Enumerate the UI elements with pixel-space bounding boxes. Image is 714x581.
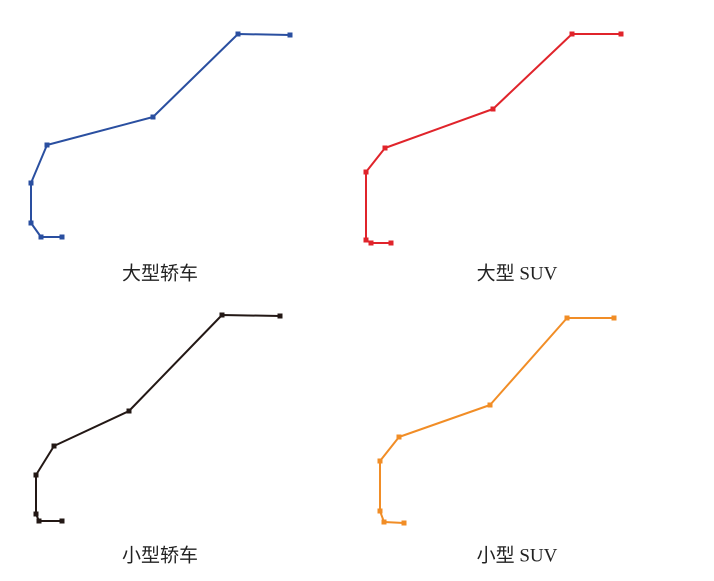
caption: 大型轿车 — [122, 262, 198, 284]
caption: 大型 SUV — [477, 262, 558, 284]
point-marker — [487, 402, 493, 408]
outline-line — [379, 317, 614, 524]
point-marker — [59, 518, 65, 524]
point-marker — [126, 408, 132, 414]
point-marker — [368, 240, 374, 246]
point-marker — [51, 443, 57, 449]
point-marker — [363, 169, 369, 175]
point-marker — [564, 315, 570, 321]
point-marker — [363, 237, 369, 243]
point-marker — [277, 313, 283, 319]
point-marker — [36, 518, 42, 524]
point-marker — [28, 180, 34, 186]
point-marker — [381, 519, 387, 525]
point-marker — [150, 114, 156, 120]
point-marker — [59, 234, 65, 240]
point-marker — [490, 106, 496, 112]
point-marker — [377, 508, 383, 514]
point-marker — [33, 472, 39, 478]
point-marker — [388, 240, 394, 246]
point-marker — [569, 31, 575, 37]
caption: 小型 SUV — [477, 544, 558, 566]
point-marker — [377, 458, 383, 464]
outline-line — [30, 33, 291, 238]
point-marker — [611, 315, 617, 321]
outline-line — [365, 33, 621, 244]
outline-line — [35, 314, 281, 522]
caption: 小型轿车 — [122, 544, 198, 566]
point-marker — [28, 220, 34, 226]
point-marker — [618, 31, 624, 37]
point-marker — [44, 142, 50, 148]
point-marker — [382, 145, 388, 151]
point-marker — [287, 32, 293, 38]
point-marker — [396, 434, 402, 440]
point-marker — [219, 312, 225, 318]
point-marker — [38, 234, 44, 240]
point-marker — [235, 31, 241, 37]
point-marker — [33, 511, 39, 517]
point-marker — [401, 520, 407, 526]
